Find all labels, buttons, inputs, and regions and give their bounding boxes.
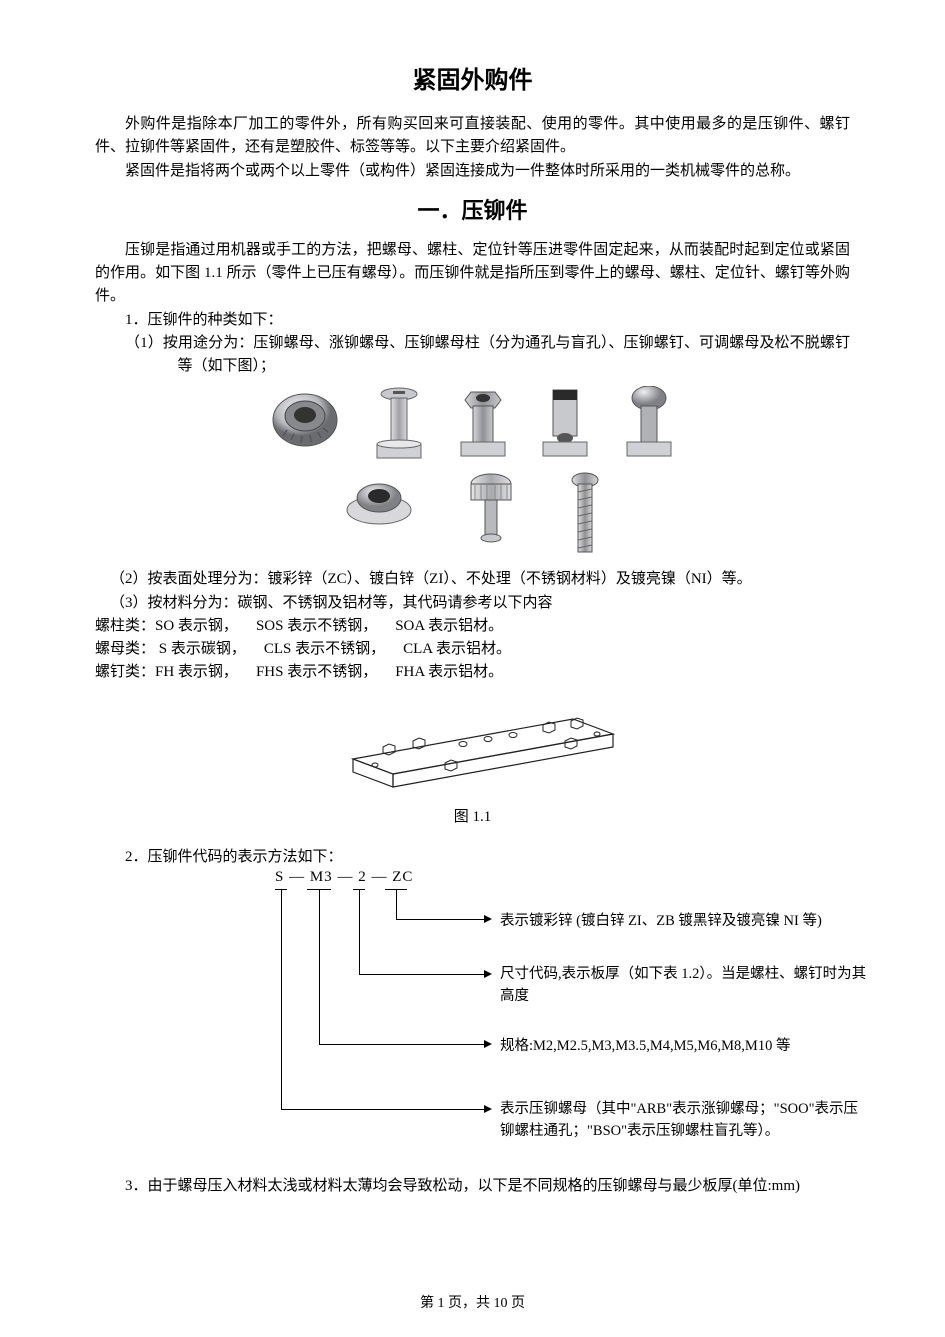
section-1-paragraph: 压铆是指通过用机器或手工的方法，把螺母、螺柱、定位针等压进零件固定起来，从而装配… <box>95 239 850 309</box>
figure-1-1-caption: 图 1.1 <box>95 805 850 826</box>
tick-zc <box>396 889 397 919</box>
page-title: 紧固外购件 <box>95 60 850 95</box>
list-1a-label: （1） <box>125 335 163 351</box>
annotation-s: 表示压铆螺母（其中"ARB"表示涨铆螺母；"SOO"表示压铆螺柱通孔；"BSO"… <box>500 1099 870 1143</box>
mat1-c: SOA 表示铝材。 <box>395 615 503 638</box>
arrow-line-zc <box>396 919 486 920</box>
page-footer: 第 1 页，共 10 页 <box>0 1292 945 1312</box>
arrow-line-m3 <box>319 1044 486 1045</box>
dash-1: — <box>289 869 305 885</box>
list-item-3: 3．由于螺母压入材料太浅或材料太薄均会导致松动，以下是不同规格的压铆螺母与最少板… <box>95 1175 850 1198</box>
mat2-a: 螺母类： S 表示碳钢， <box>95 638 246 661</box>
mat3-b: FHS 表示不锈钢， <box>256 661 377 684</box>
long-screw-icon <box>567 472 603 560</box>
dash-2: — <box>337 869 353 885</box>
code-zc: ZC <box>392 869 413 885</box>
arrow-line-s <box>281 1109 486 1110</box>
tick-m3 <box>319 889 320 1044</box>
intro-paragraph-2: 紧固件是指将两个或两个以上零件（或构件）紧固连接成为一件整体时所采用的一类机械零… <box>95 160 850 183</box>
list-1a-text: 按用途分为：压铆螺母、涨铆螺母、压铆螺母柱（分为通孔与盲孔）、压铆螺钉、可调螺母… <box>163 335 850 374</box>
dash-3: — <box>371 869 387 885</box>
hex-standoff-icon <box>457 386 509 464</box>
tick-s <box>281 889 282 1109</box>
material-line-2: 螺母类： S 表示碳钢， CLS 表示不锈钢， CLA 表示铝材。 <box>95 638 850 661</box>
tick-2 <box>359 889 360 974</box>
annotation-m3: 规格:M2,M2.5,M3,M3.5,M4,M5,M6,M8,M10 等 <box>500 1036 870 1058</box>
list-item-1c: （3）按材料分为：碳钢、不锈钢及铝材等，其代码请参考以下内容 <box>95 592 850 615</box>
material-line-3: 螺钉类：FH 表示钢， FHS 表示不锈钢， FHA 表示铝材。 <box>95 661 850 684</box>
intro-paragraph-1: 外购件是指除本厂加工的零件外，所有购买回来可直接装配、使用的零件。其中使用最多的… <box>95 113 850 160</box>
round-head-bolt-icon <box>621 386 677 464</box>
section-1-heading: 一．压铆件 <box>95 193 850 225</box>
annotation-zc: 表示镀彩锌 (镀白锌 ZI、ZB 镀黑锌及镀亮镍 NI 等) <box>500 911 870 933</box>
collar-standoff-icon <box>539 386 591 464</box>
code-s: S <box>275 869 284 885</box>
arrow-head-m3 <box>484 1040 492 1048</box>
code-2: 2 <box>358 869 367 885</box>
mat1-b: SOS 表示不锈钢， <box>256 615 377 638</box>
arrow-head-s <box>484 1105 492 1113</box>
list-item-2: 2．压铆件代码的表示方法如下： <box>95 846 850 869</box>
flanged-nut-icon <box>343 472 415 530</box>
mat1-a: 螺柱类：SO 表示钢， <box>95 615 238 638</box>
thumb-screw-icon <box>465 472 517 550</box>
mat2-b: CLS 表示不锈钢， <box>264 638 385 661</box>
arrow-head-2 <box>484 970 492 978</box>
plate-isometric-icon <box>313 689 633 799</box>
mat3-a: 螺钉类：FH 表示钢， <box>95 661 238 684</box>
material-line-1: 螺柱类：SO 表示钢， SOS 表示不锈钢， SOA 表示铝材。 <box>95 615 850 638</box>
fastener-images-row-1 <box>95 386 850 464</box>
plate-diagram <box>95 689 850 799</box>
fastener-images-row-2 <box>95 472 850 560</box>
clinch-nut-icon <box>269 386 341 450</box>
code-notation-diagram: S — M3 — 2 — ZC 表示镀彩锌 (镀白锌 ZI、ZB 镀黑锌及镀亮镍… <box>155 869 850 1159</box>
list-item-1b: （2）按表面处理分为：镀彩锌（ZC）、镀白锌（ZI）、不处理（不锈钢材料）及镀亮… <box>95 568 850 591</box>
annotation-2: 尺寸代码,表示板厚（如下表 1.2）。当是螺柱、螺钉时为其高度 <box>500 964 870 1008</box>
list-item-1: 1．压铆件的种类如下： <box>95 309 850 332</box>
mat2-c: CLA 表示铝材。 <box>403 638 511 661</box>
mat3-c: FHA 表示铝材。 <box>395 661 503 684</box>
arrow-line-2 <box>359 974 486 975</box>
code-m3: M3 <box>310 869 333 885</box>
list-item-1a: （1）按用途分为：压铆螺母、涨铆螺母、压铆螺母柱（分为通孔与盲孔）、压铆螺钉、可… <box>95 332 850 379</box>
code-formula: S — M3 — 2 — ZC <box>275 869 413 886</box>
document-page: 紧固外购件 外购件是指除本厂加工的零件外，所有购买回来可直接装配、使用的零件。其… <box>0 0 945 1337</box>
arrow-head-zc <box>484 915 492 923</box>
flat-head-bolt-icon <box>371 386 427 464</box>
